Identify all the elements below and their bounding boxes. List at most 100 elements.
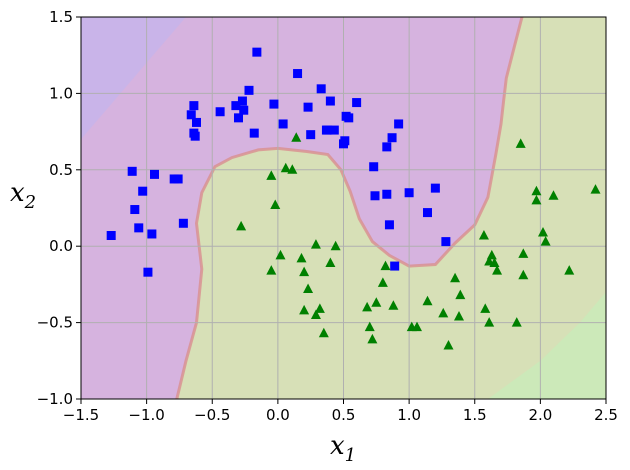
triangle-marker [486,249,497,260]
x-tick-label: 2.5 [594,406,618,424]
triangle-marker [275,249,286,260]
triangle-marker [540,236,551,246]
square-marker [340,136,350,146]
square-marker [441,237,451,247]
square-marker [138,186,148,196]
triangle-marker [515,138,526,148]
triangle-marker [531,194,542,205]
triangle-marker [270,199,281,209]
triangle-marker [299,304,310,315]
square-marker [423,208,432,218]
y-axis-label-subscript: 2 [24,192,36,213]
triangle-marker [266,265,277,275]
square-marker [150,169,159,179]
triangle-marker [325,257,336,268]
triangle-marker [367,333,378,344]
triangle-marker [330,240,341,251]
square-marker [382,189,392,199]
triangle-marker [266,170,277,180]
square-marker [370,191,380,201]
corner-region-bottom-right [487,292,606,399]
x-axis: −1.5 −1.0 −0.5 0.0 0.5 1.0 1.5 2.0 2.5 [63,399,618,424]
square-marker [178,218,188,228]
triangle-marker [518,269,529,280]
x-axis-label-subscript: 1 [345,445,356,466]
triangle-marker [538,226,548,237]
triangle-marker [287,164,298,174]
triangle-marker [511,317,522,327]
square-marker [186,110,196,120]
square-marker [147,229,157,239]
triangle-marker [296,252,307,263]
square-marker [394,119,404,129]
x-tick-label: −0.5 [194,406,230,424]
triangle-marker [236,220,247,231]
square-marker [130,205,140,215]
triangle-marker [380,260,391,271]
square-marker [387,133,397,143]
triangle-marker [484,317,495,327]
x-tick-label: 2.0 [528,406,552,424]
triangle-marker [371,297,382,307]
triangle-marker [480,303,491,313]
decision-boundary [175,17,524,399]
corner-region-top-left [81,17,186,140]
triangle-marker [450,272,461,283]
triangle-marker [518,248,529,258]
square-marker [239,105,249,115]
x-tick-label: 1.5 [463,406,487,424]
square-marker [244,85,254,95]
square-marker [143,267,153,277]
square-marker [173,174,183,184]
triangle-marker [377,277,388,287]
y-axis: −1.0 −0.5 0.0 0.5 1.0 1.5 [37,8,81,408]
y-tick-label: −0.5 [37,314,73,332]
triangle-marker [492,265,503,275]
square-marker [106,231,116,241]
triangle-marker [489,257,500,268]
y-axis-label: x2 [10,178,36,213]
square-marker [252,47,262,57]
y-tick-label: 0.0 [49,237,73,255]
triangle-marker [314,303,325,313]
triangle-marker [362,301,373,312]
square-marker [390,261,400,271]
triangle-marker [443,340,454,350]
square-marker [306,130,316,140]
triangle-marker [548,190,559,200]
triangle-marker [364,321,375,332]
x-tick-label: −1.5 [63,406,99,424]
triangle-marker [590,184,601,194]
triangle-marker [388,300,399,310]
x-tick-label: −1.0 [128,406,164,424]
triangle-marker [478,230,489,240]
triangle-marker [299,266,310,277]
triangle-marker [564,265,575,275]
square-marker [384,220,394,230]
square-marker [278,119,288,129]
grid [81,17,606,399]
square-marker [323,125,333,135]
triangle-marker [280,162,291,173]
triangle-marker [455,289,466,300]
y-tick-label: 1.5 [49,8,73,26]
square-marker [325,96,335,106]
x-tick-label: 0.0 [266,406,290,424]
square-marker [190,131,200,141]
square-marker [215,107,225,117]
square-marker [237,96,247,106]
square-marker [404,188,414,198]
square-marker [430,183,440,193]
triangle-marker [310,309,321,319]
triangle-marker [531,185,542,196]
square-marker [352,98,362,108]
square-marker [234,113,243,123]
square-marker [293,69,303,79]
x-tick-label: 0.5 [332,406,356,424]
triangle-marker [291,132,302,142]
y-tick-label: 0.5 [49,161,73,179]
square-marker [369,162,379,172]
square-marker [269,99,279,109]
square-marker [127,166,137,176]
